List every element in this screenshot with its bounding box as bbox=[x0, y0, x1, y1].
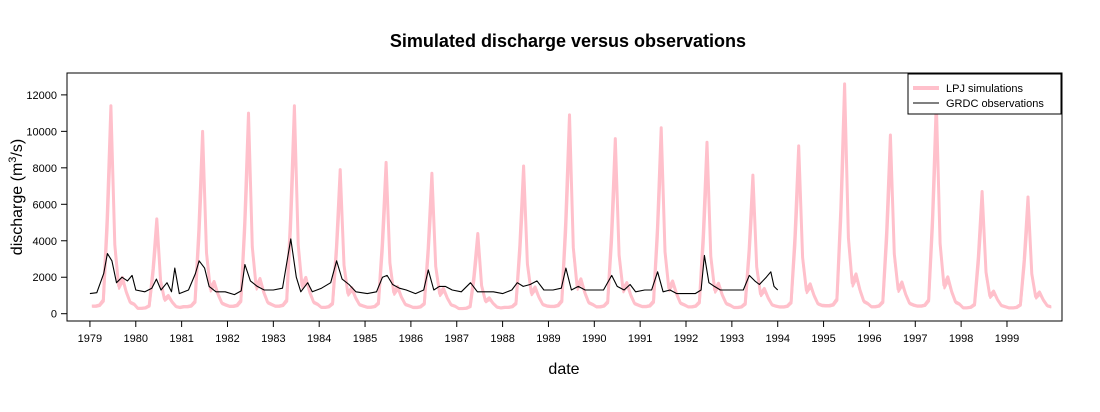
x-axis: 1979 1980 1981 1982 1983 1984 1985 1986 1987 1988… bbox=[78, 320, 1019, 345]
x-tick-label: 1981 bbox=[169, 333, 193, 345]
lpj-simulations-line-secondary bbox=[92, 110, 1052, 311]
x-tick-label: 1979 bbox=[78, 333, 102, 345]
x-tick-label: 1988 bbox=[490, 333, 514, 345]
grdc-observations-line bbox=[89, 238, 779, 296]
x-tick-label: 1983 bbox=[261, 333, 285, 345]
x-tick-label: 1992 bbox=[674, 333, 698, 345]
x-tick-label: 1995 bbox=[811, 333, 835, 345]
y-tick-label: 0 bbox=[51, 309, 57, 321]
y-axis-label: discharge (m3/s) bbox=[7, 139, 26, 255]
x-axis-label: date bbox=[548, 361, 579, 378]
x-tick-label: 1982 bbox=[215, 333, 239, 345]
x-tick-label: 1994 bbox=[765, 333, 789, 345]
y-tick-label: 10000 bbox=[26, 126, 57, 138]
x-tick-label: 1986 bbox=[399, 333, 423, 345]
grdc-observations-series bbox=[89, 238, 779, 296]
y-axis: 0 2000 4000 6000 8000 10000 12000 bbox=[26, 90, 68, 321]
y-tick-label: 2000 bbox=[33, 272, 57, 284]
x-tick-label: 1998 bbox=[949, 333, 973, 345]
chart-title: Simulated discharge versus observations bbox=[390, 31, 746, 51]
y-tick-label: 4000 bbox=[33, 236, 57, 248]
legend: LPJ simulations GRDC observations bbox=[907, 73, 1062, 115]
legend-entry-grdc: GRDC observations bbox=[946, 98, 1044, 110]
x-tick-label: 1997 bbox=[903, 333, 927, 345]
y-axis-label-main: discharge (m bbox=[9, 163, 26, 255]
x-tick-label: 1985 bbox=[353, 333, 377, 345]
y-tick-label: 12000 bbox=[26, 90, 57, 102]
x-tick-label: 1999 bbox=[995, 333, 1019, 345]
x-tick-label: 1980 bbox=[124, 333, 148, 345]
x-tick-label: 1989 bbox=[536, 333, 560, 345]
legend-entry-lpj: LPJ simulations bbox=[946, 83, 1024, 95]
x-tick-label: 1996 bbox=[857, 333, 881, 345]
x-tick-label: 1990 bbox=[582, 333, 606, 345]
y-axis-label-tail: /s) bbox=[9, 139, 26, 157]
y-axis-label-superscript: 3 bbox=[7, 157, 19, 163]
y-tick-label: 8000 bbox=[33, 163, 57, 175]
x-tick-label: 1993 bbox=[720, 333, 744, 345]
x-tick-label: 1987 bbox=[445, 333, 469, 345]
x-tick-label: 1984 bbox=[307, 333, 331, 345]
lpj-simulations-series bbox=[91, 82, 1052, 311]
x-tick-label: 1991 bbox=[628, 333, 652, 345]
legend-box bbox=[907, 73, 1062, 115]
y-tick-label: 6000 bbox=[33, 199, 57, 211]
